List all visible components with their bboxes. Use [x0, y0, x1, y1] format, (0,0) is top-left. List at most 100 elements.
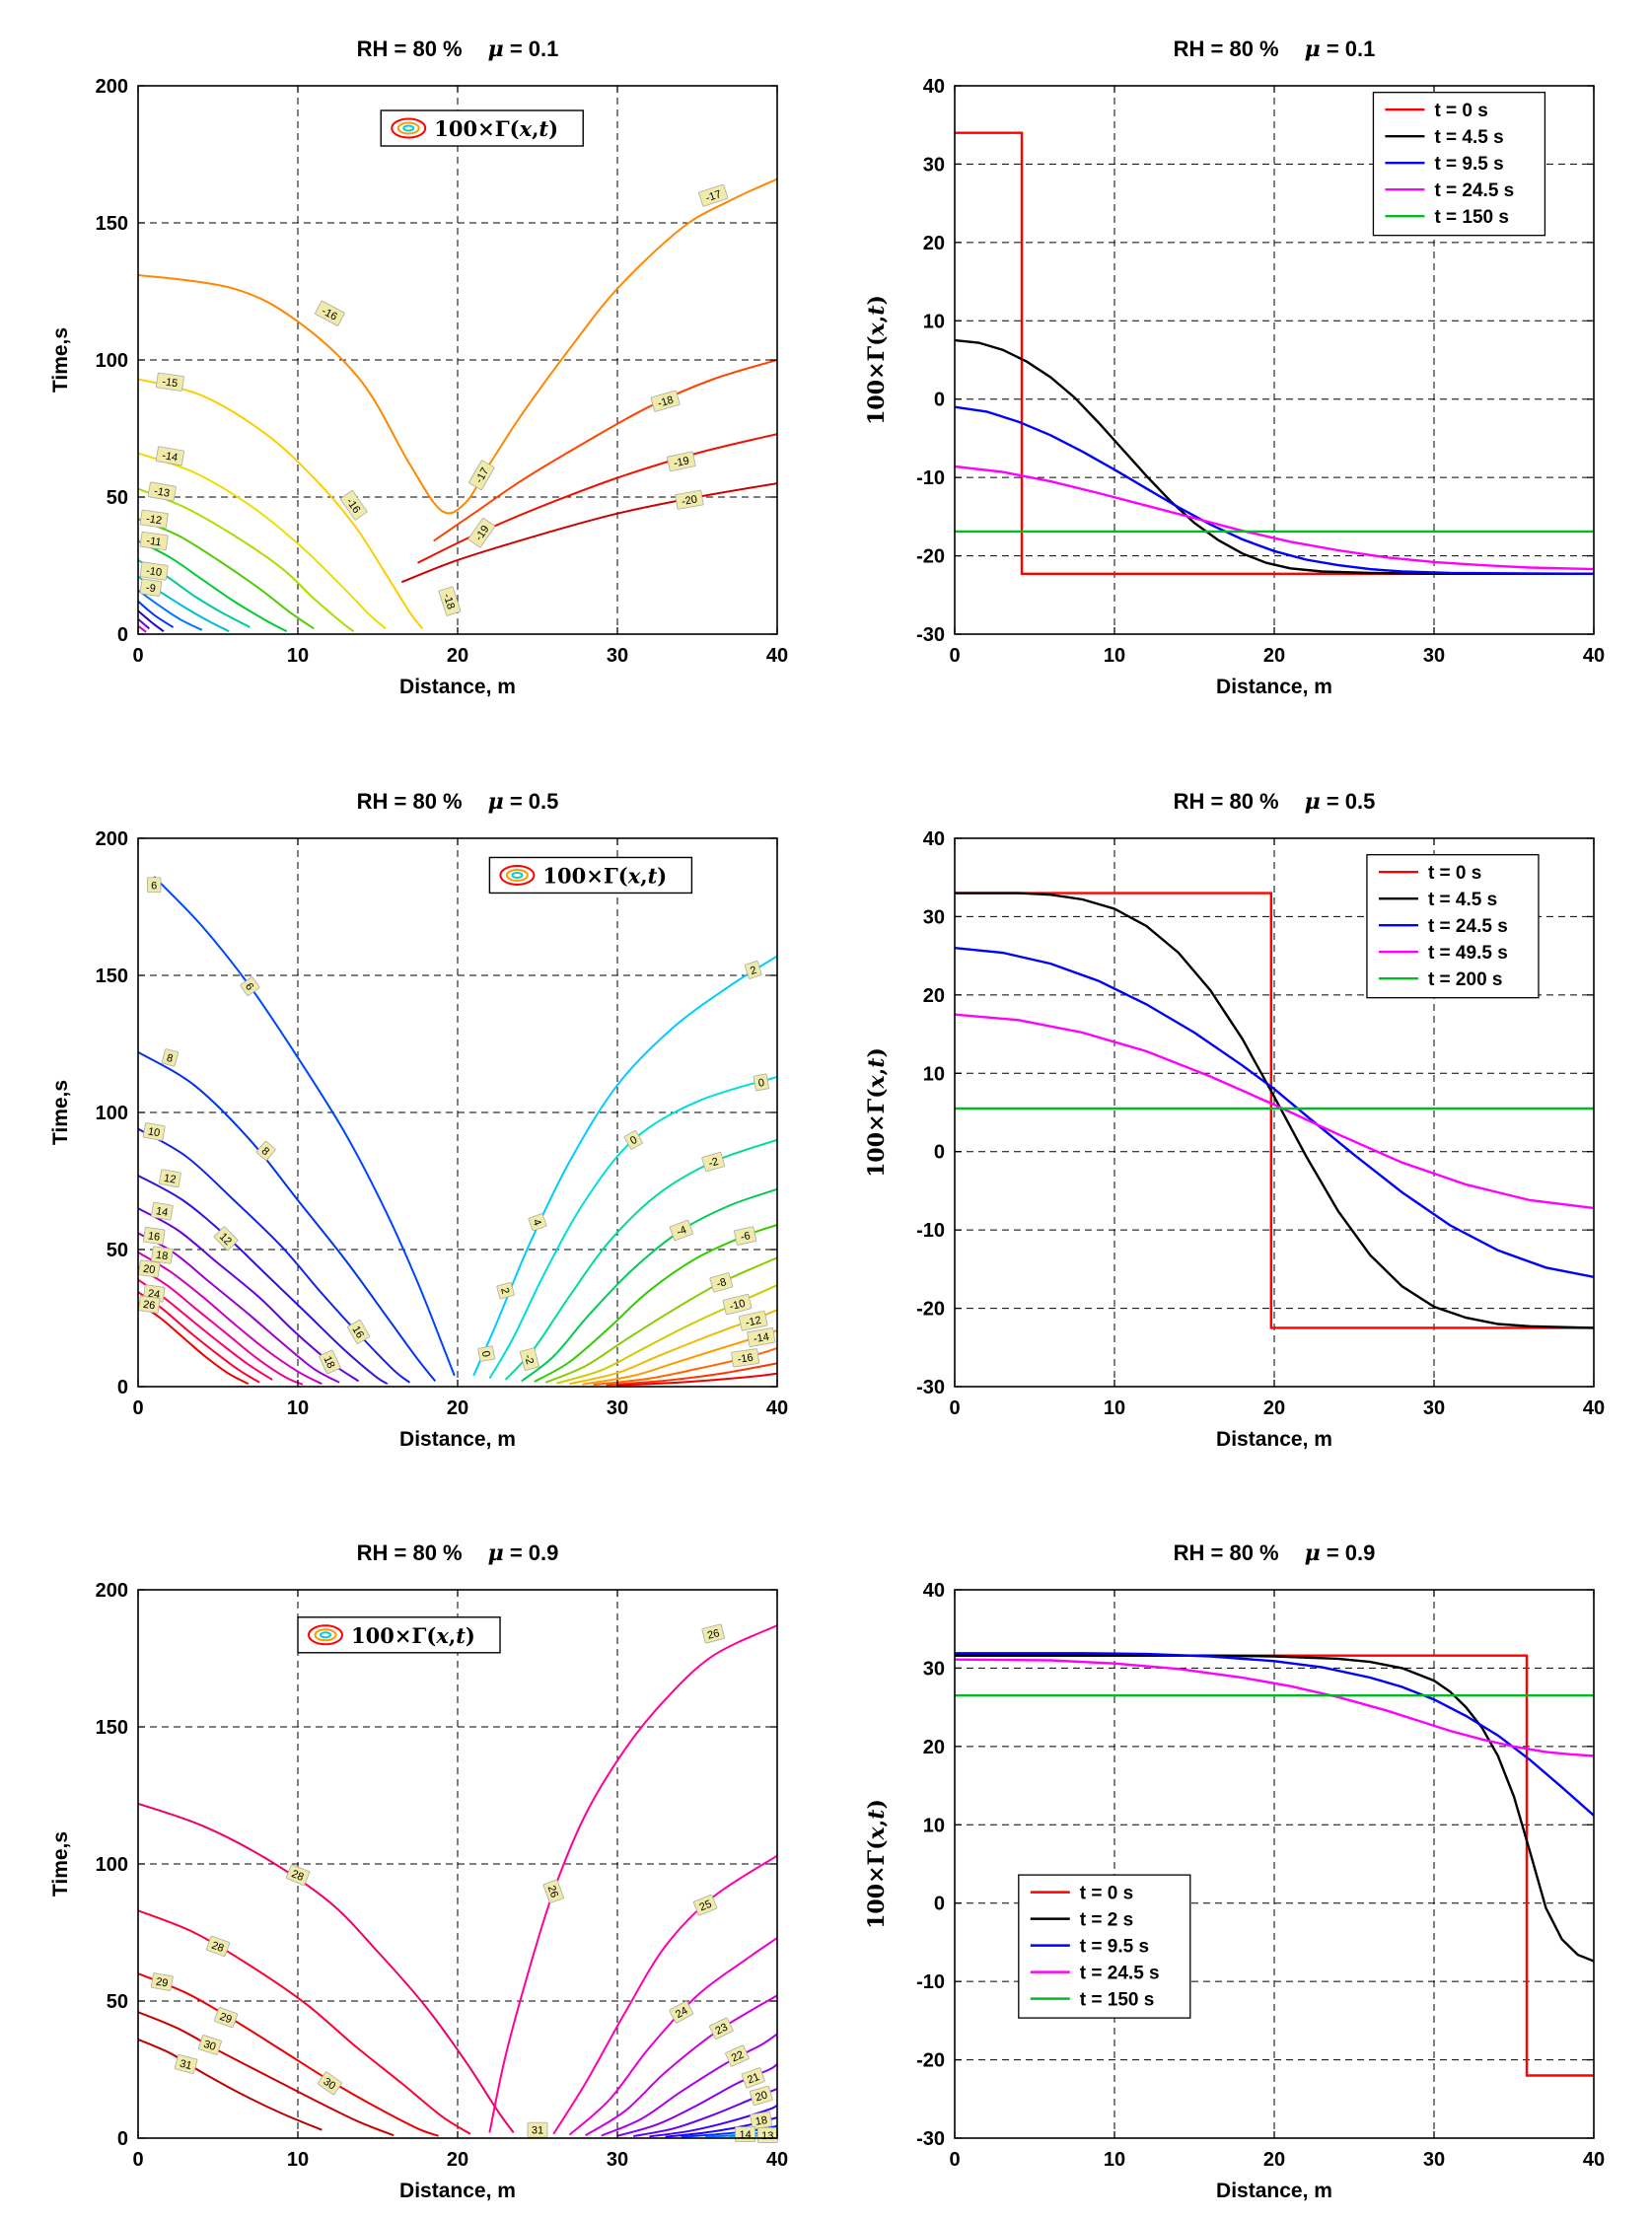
y-tick-label: 30: [923, 154, 945, 176]
contour-label: -18: [650, 390, 681, 412]
contour-label: -12: [139, 509, 169, 529]
y-axis-label: Time,s: [49, 1831, 72, 1897]
contour-label: -17: [468, 460, 495, 491]
contour-label: 20: [138, 1259, 161, 1278]
x-tick-label: 40: [1583, 645, 1605, 667]
plot-area: [955, 131, 1594, 575]
contour-line: [138, 609, 165, 632]
contour-line: [138, 1909, 471, 2135]
contour-line: [488, 1075, 777, 1380]
x-axis-label: Distance, m: [1216, 1428, 1332, 1451]
legend-entry-label: t = 9.5 s: [1080, 1937, 1149, 1958]
y-tick-label: 30: [923, 906, 945, 928]
legend: 100×Γ(x,t): [488, 856, 693, 895]
contour-label: 10: [142, 1122, 166, 1141]
y-tick-label: -20: [916, 1299, 945, 1321]
contour-label: 26: [542, 1879, 564, 1903]
contour-label: 28: [205, 1935, 231, 1957]
svg-text:2: 2: [749, 965, 758, 977]
contour-label: -14: [747, 1327, 776, 1347]
svg-text:14: 14: [739, 2129, 751, 2141]
x-tick-label: 20: [447, 1397, 468, 1419]
y-axis-label: Time,s: [49, 1080, 72, 1145]
y-tick-label: 10: [923, 1815, 945, 1836]
contour-plot-mu-0-9: 26 26 28 28 29 29 30 30 31 31 25 24 23 22 21 20 18 14 13 0 1…: [39, 1519, 799, 2219]
svg-text:-2: -2: [522, 1353, 536, 1366]
x-axis-label: Distance, m: [1216, 676, 1332, 698]
chart-title: RH = 80 % μ = 0.5: [1174, 789, 1376, 815]
svg-text:16: 16: [147, 1230, 161, 1244]
svg-text:-15: -15: [162, 376, 179, 390]
tick-marks: [137, 85, 778, 635]
contour-label: 12: [213, 1226, 239, 1252]
contour-line: [138, 600, 175, 628]
y-tick-label: 40: [923, 1580, 945, 1602]
svg-text:30: 30: [321, 2076, 337, 2093]
legend: t = 0 s t = 4.5 s t = 9.5 s t = 24.5 s t = 1…: [1372, 92, 1546, 237]
x-tick-label: 40: [1583, 1397, 1605, 1419]
series-line-1: [955, 892, 1594, 1329]
contour-label: 30: [197, 2035, 222, 2055]
svg-text:26: 26: [142, 1299, 156, 1313]
contour-label: -17: [698, 183, 729, 207]
y-tick-label: 100: [96, 350, 128, 372]
contour-line: [606, 1362, 777, 1387]
legend-entry-label: t = 24.5 s: [1434, 180, 1514, 201]
contour-label: 28: [285, 1864, 311, 1886]
x-tick-label: 0: [949, 645, 960, 667]
svg-text:16: 16: [349, 1324, 366, 1341]
line-chart: 0 10 20 30 40 -30 -20 -10 0 10 20 30 40 RH = 80 % μ = …: [864, 36, 1605, 698]
contour-label: -10: [722, 1293, 753, 1316]
grid: [955, 1590, 1594, 2138]
contour-label: -19: [467, 517, 496, 548]
line-chart: 0 10 20 30 40 -30 -20 -10 0 10 20 30 40 RH = 80 % μ = …: [864, 789, 1605, 1451]
svg-text:14: 14: [155, 1205, 169, 1219]
y-tick-label: 0: [117, 1377, 128, 1398]
contour-line: [138, 1266, 304, 1386]
y-tick-label: 150: [96, 966, 128, 987]
y-axis-label: 100×Γ(x,t): [864, 295, 890, 425]
y-tick-label: 150: [96, 213, 128, 235]
legend-entry-label: t = 49.5 s: [1428, 943, 1508, 964]
x-tick-label: 10: [1104, 1397, 1125, 1419]
grid: [955, 86, 1594, 634]
contour-line: [138, 1802, 515, 2133]
plot-area: [138, 876, 777, 1387]
contour-line: [138, 1175, 389, 1386]
contour-label: -13: [147, 481, 177, 502]
contour-label: -19: [667, 451, 696, 472]
svg-text:-19: -19: [673, 455, 690, 469]
series-line-3: [955, 1658, 1594, 1757]
contour-label: 21: [741, 2067, 765, 2089]
contour-line: [649, 2104, 777, 2138]
grid: [138, 1590, 777, 2138]
svg-text:-2: -2: [707, 1156, 720, 1170]
contour-label: -2: [519, 1347, 539, 1371]
y-tick-label: 50: [107, 1991, 128, 2013]
contour-label: 8: [161, 1048, 180, 1067]
y-tick-label: 0: [934, 1142, 945, 1164]
svg-text:0: 0: [628, 1134, 639, 1147]
plot-area: [955, 1652, 1594, 2077]
profile-plot-mu-0-9: 0 10 20 30 40 -30 -20 -10 0 10 20 30 40 RH = 80 % μ = …: [856, 1519, 1616, 2219]
contour-line: [138, 1972, 439, 2137]
x-tick-label: 30: [1423, 1397, 1445, 1419]
svg-text:20: 20: [142, 1263, 156, 1277]
chart-title: RH = 80 % μ = 0.9: [357, 1540, 559, 1566]
grid: [138, 86, 777, 634]
contour-label: 16: [347, 1319, 371, 1344]
x-tick-label: 0: [949, 2149, 960, 2171]
y-tick-label: 50: [107, 1240, 128, 1261]
contour-line: [400, 482, 777, 584]
contour-line: [138, 589, 203, 631]
contour-label: -14: [155, 446, 184, 466]
contour-label: -11: [139, 531, 169, 551]
svg-text:-16: -16: [737, 1352, 754, 1366]
tick-marks: [954, 1589, 1595, 2139]
x-tick-label: 30: [1423, 645, 1445, 667]
contour-label: 13: [756, 2127, 778, 2143]
contour-label: 14: [735, 2126, 755, 2143]
x-tick-label: 20: [1263, 645, 1285, 667]
chart-title: RH = 80 % μ = 0.1: [357, 36, 559, 62]
legend-entry-label: t = 150 s: [1080, 1990, 1155, 2011]
